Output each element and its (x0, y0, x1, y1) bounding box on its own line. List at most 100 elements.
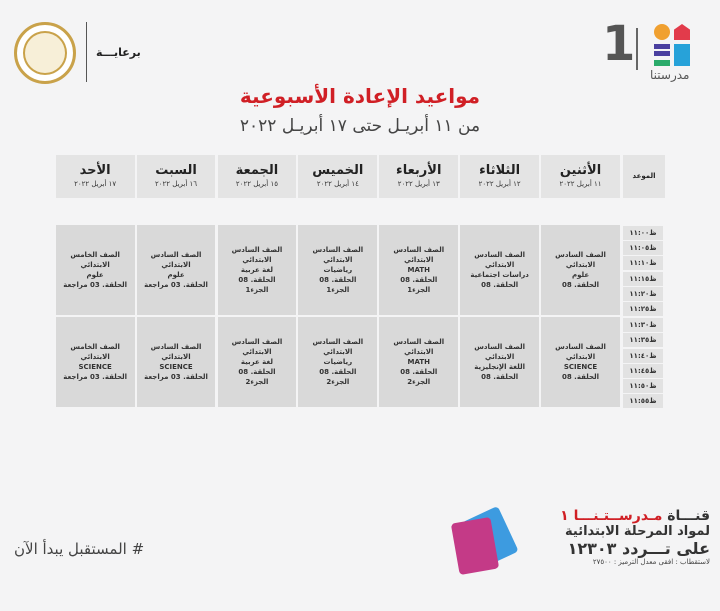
cell-line: الصف السادس الابتدائي (150, 343, 202, 361)
cell-line: الجزء2 (245, 378, 269, 386)
cell-line: الحلقة. 08 (400, 276, 438, 284)
time-slot: ظ١١:١٥ (623, 271, 663, 286)
cell-line: الجزء1 (326, 286, 350, 294)
divider (86, 22, 87, 82)
time-slot: ظ١١:٢٥ (623, 302, 663, 316)
day-header: الجمعة ١٥ أبريل ٢٠٢٢ (217, 155, 297, 198)
ministry-seal-logo (14, 22, 76, 84)
channel-line2: لمواد المرحلة الابتدائية (565, 524, 710, 539)
schedule-cell: الصف الخامس الابتدائي SCIENCE الحلقة. 03 م… (55, 317, 135, 407)
day-date: ١٦ أبريل ٢٠٢٢ (155, 180, 198, 188)
cell-line: SCIENCE (159, 363, 193, 371)
cell-line: الحلقة. 03 مراجعة (63, 373, 128, 381)
day-header: الثلاثاء ١٢ أبريل ٢٠٢٢ (460, 155, 540, 198)
cell-line: الصف السادس الابتدائي (474, 251, 525, 269)
cell-line: الصف السادس الابتدائي (393, 338, 445, 356)
cell-line: الصف السادس الابتدائي (393, 246, 445, 264)
cell-line: علوم (167, 271, 185, 279)
channel-reception: لاستقطاب : افقى معدل الترميز : ٢٧٥٠٠ (592, 558, 710, 566)
schedule-cell: الصف السادس الابتدائي SCIENCE الحلقة. 03 م… (136, 317, 216, 407)
brand-number: 1 (602, 16, 636, 72)
day-name: الأثنين (559, 163, 602, 178)
time-slot: ظ١١:١٠ (623, 256, 663, 271)
day-name: الثلاثاء (479, 163, 521, 178)
cell-line: الحلقة. 08 (319, 368, 357, 376)
time-slot: ظ١١:٤٥ (623, 363, 663, 378)
cell-line: الصف السادس الابتدائي (555, 251, 606, 269)
day-header: الخميس ١٤ أبريل ٢٠٢٢ (298, 155, 378, 198)
time-slot: ظ١١:٥٥ (623, 394, 663, 409)
time-slot: ظ١١:٣٥ (623, 333, 663, 348)
day-date: ١٥ أبريل ٢٠٢٢ (235, 180, 278, 188)
cell-line: دراسات اجتماعية (470, 271, 529, 279)
channel-info: قنـــاة مـدرســتـنـــا ١ لمواد المرحلة ا… (560, 508, 710, 566)
day-name: الأربعاء (396, 163, 442, 178)
sponsor-label: برعايـــة (96, 46, 141, 59)
day-name: الخميس (312, 163, 364, 178)
cell-line: الجزء1 (407, 286, 431, 294)
time-slot: ظ١١:٠٠ (623, 226, 663, 240)
cell-line: الحلقة. 08 (562, 281, 600, 289)
cell-line: SCIENCE (78, 363, 112, 371)
cell-line: الصف السادس الابتدائي (474, 343, 525, 361)
schedule-cell: الصف الخامس الابتدائي علوم الحلقة. 03 مراج… (55, 225, 135, 315)
brand-logo: 1 مدرستنا (602, 16, 704, 88)
time-slot: ظ١١:٥٠ (623, 379, 663, 393)
cell-line: الصف السادس الابتدائي (555, 343, 606, 361)
cell-line: MATH (407, 358, 430, 366)
day-name: الأحد (79, 163, 111, 178)
cell-line: علوم (86, 271, 104, 279)
page-subtitle: من ١١ أبريـل حتى ١٧ أبريـل ٢٠٢٢ (239, 116, 481, 136)
cell-line: الصف السادس الابتدائي (231, 246, 283, 264)
cell-line: SCIENCE (563, 363, 598, 371)
cell-line: الصف السادس الابتدائي (150, 251, 202, 269)
schedule-cell: الصف السادس الابتدائي دراسات اجتماعية الحل… (460, 225, 540, 315)
cell-line: الحلقة. 03 مراجعة (144, 281, 208, 289)
cell-line: الحلقة. 08 (238, 276, 276, 284)
cell-line: الصف السادس الابتدائي (312, 246, 364, 264)
brand-name: مدرستنا (650, 68, 690, 82)
cell-line: الجزء2 (407, 378, 431, 386)
day-name: السبت (155, 163, 197, 178)
day-date: ١٣ أبريل ٢٠٢٢ (397, 180, 440, 188)
cell-line: الصف السادس الابتدائي (231, 338, 283, 356)
schedule-cell: الصف السادس الابتدائي MATH الحلقة. 08 الجزء… (379, 317, 459, 407)
schedule-cell: الصف السادس الابتدائي لغة عربية الحلقة. 08… (217, 225, 297, 315)
schedule-cell: الصف السادس الابتدائي اللغة الإنجليزية الح… (460, 317, 540, 407)
time-slot: ظ١١:٠٥ (623, 241, 663, 256)
day-name: الجمعة (235, 163, 279, 178)
time-header: الموعد (623, 155, 665, 198)
day-date: ١٤ أبريل ٢٠٢٢ (316, 180, 359, 188)
channel-name: مـدرســتـنـــا ١ (560, 508, 663, 524)
cell-line: لغة عربية (240, 358, 274, 366)
day-header: الأثنين ١١ أبريل ٢٠٢٢ (541, 155, 620, 198)
cell-line: الحلقة. 08 (319, 276, 357, 284)
cell-line: اللغة الإنجليزية (474, 363, 525, 371)
cell-line: الحلقة. 08 (562, 373, 600, 381)
page-title: مواعيد الإعادة الأسبوعية (239, 84, 481, 108)
cell-line: الحلقة. 08 (238, 368, 276, 376)
day-header: السبت ١٦ أبريل ٢٠٢٢ (136, 155, 216, 198)
schedule-cell: الصف السادس الابتدائي رياضيات الحلقة. 08 ال… (298, 225, 378, 315)
day-date: ١١ أبريل ٢٠٢٢ (559, 180, 602, 188)
channel-prefix: قنـــاة (667, 508, 710, 524)
time-slot: ظ١١:٢٠ (623, 286, 663, 301)
schedule-cell: الصف السادس الابتدائي علوم الحلقة. 08 (541, 225, 620, 315)
cell-line: رياضيات (323, 266, 353, 274)
hashtag-slogan: # المستقبل يبدأ الآن (14, 540, 145, 558)
time-slot: ظ١١:٤٠ (623, 348, 663, 363)
day-header: الأربعاء ١٣ أبريل ٢٠٢٢ (379, 155, 459, 198)
cell-line: الحلقة. 03 مراجعة (63, 281, 128, 289)
cell-line: الحلقة. 03 مراجعة (144, 373, 208, 381)
cell-line: الحلقة. 08 (400, 368, 438, 376)
schedule-cell: الصف السادس الابتدائي MATH الحلقة. 08 الجزء… (379, 225, 459, 315)
cell-line: MATH (407, 266, 430, 274)
day-header: الأحد ١٧ أبريل ٢٠٢٢ (55, 155, 135, 198)
cell-line: الصف السادس الابتدائي (312, 338, 364, 356)
day-date: ١٧ أبريل ٢٠٢٢ (74, 180, 117, 188)
schedule-cell: الصف السادس الابتدائي لغة عربية الحلقة. 08… (217, 317, 297, 407)
schedule-cell: الصف السادس الابتدائي SCIENCE الحلقة. 08 (541, 317, 620, 407)
cell-line: الجزء2 (326, 378, 350, 386)
cell-line: الحلقة. 08 (481, 373, 519, 381)
cell-line: لغة عربية (240, 266, 274, 274)
